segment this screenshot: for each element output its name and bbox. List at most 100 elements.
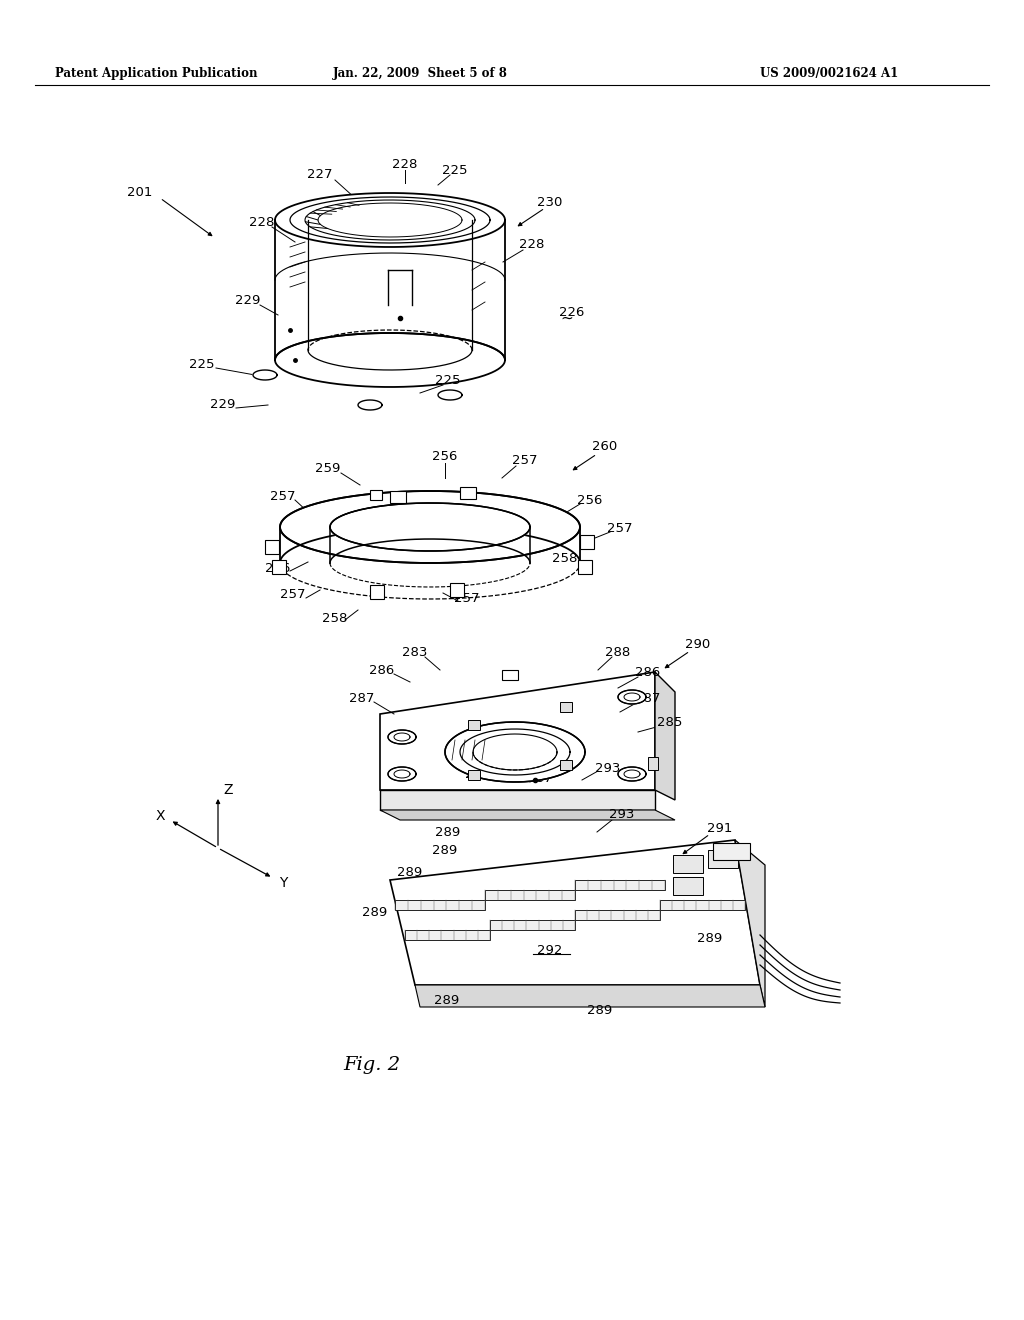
Text: 289: 289 [432,843,458,857]
Polygon shape [370,585,384,599]
Text: 226: 226 [559,306,585,319]
Polygon shape [275,333,505,387]
Text: 285: 285 [657,715,683,729]
Polygon shape [253,370,278,380]
Polygon shape [468,719,480,730]
Polygon shape [648,756,658,770]
Polygon shape [618,690,646,704]
Text: Y: Y [279,876,287,890]
Text: 228: 228 [249,215,274,228]
Text: 258: 258 [323,611,348,624]
Text: 286: 286 [635,665,660,678]
Polygon shape [468,770,480,780]
Polygon shape [580,535,594,549]
Polygon shape [660,900,745,909]
Polygon shape [655,672,675,800]
Polygon shape [380,672,655,789]
Text: 225: 225 [442,164,468,177]
Polygon shape [330,503,530,550]
Polygon shape [708,850,738,869]
Polygon shape [370,490,382,500]
Polygon shape [575,880,665,890]
Polygon shape [272,560,286,574]
Polygon shape [485,890,575,900]
Text: 225: 225 [435,374,461,387]
Polygon shape [406,931,490,940]
Text: 257: 257 [270,490,296,503]
Text: 292: 292 [538,944,562,957]
Text: Patent Application Publication: Patent Application Publication [55,66,257,79]
Text: 289: 289 [435,825,461,838]
Polygon shape [445,722,585,781]
Polygon shape [395,900,485,909]
Polygon shape [388,767,416,781]
Text: 289: 289 [397,866,423,879]
Text: 257: 257 [512,454,538,466]
Text: 259: 259 [315,462,341,474]
Polygon shape [578,560,592,574]
Polygon shape [673,876,703,895]
Polygon shape [560,760,572,770]
Text: 290: 290 [685,639,711,652]
Polygon shape [265,540,279,554]
Text: 286: 286 [370,664,394,676]
Text: 229: 229 [236,293,261,306]
Polygon shape [380,789,655,810]
Text: 260: 260 [592,441,617,454]
Text: 228: 228 [392,158,418,172]
Polygon shape [618,767,646,781]
Polygon shape [713,843,750,861]
Text: 287: 287 [527,772,553,785]
Text: 256: 256 [265,561,291,574]
Text: 257: 257 [607,521,633,535]
Text: 258: 258 [387,532,413,544]
Polygon shape [380,810,675,820]
Text: 258: 258 [552,552,578,565]
Text: X: X [156,809,165,822]
Text: 288: 288 [605,645,631,659]
Text: 227: 227 [307,169,333,181]
Polygon shape [735,840,765,1007]
Polygon shape [388,730,416,744]
Polygon shape [358,400,382,411]
Text: Jan. 22, 2009  Sheet 5 of 8: Jan. 22, 2009 Sheet 5 of 8 [333,66,508,79]
Polygon shape [560,702,572,711]
Text: 225: 225 [189,359,215,371]
Text: 201: 201 [127,186,153,198]
Text: 287: 287 [349,692,375,705]
Text: 289: 289 [434,994,460,1006]
Text: 284: 284 [552,759,578,771]
Polygon shape [575,909,660,920]
Text: 256: 256 [578,494,603,507]
Text: 289: 289 [588,1003,612,1016]
Polygon shape [390,840,760,985]
Text: 287: 287 [635,692,660,705]
Text: US 2009/0021624 A1: US 2009/0021624 A1 [760,66,898,79]
Polygon shape [415,985,765,1007]
Polygon shape [438,389,462,400]
Text: 230: 230 [538,195,562,209]
Text: Z: Z [223,783,232,797]
Text: 289: 289 [697,932,723,945]
Text: 229: 229 [210,399,236,412]
Polygon shape [280,491,580,564]
Text: 283: 283 [402,645,428,659]
Polygon shape [490,920,575,931]
Text: 257: 257 [455,591,480,605]
Polygon shape [673,855,703,873]
Text: 289: 289 [362,906,388,919]
Polygon shape [390,491,406,503]
Text: 291: 291 [708,821,733,834]
Text: 286: 286 [465,767,490,780]
Text: ~: ~ [560,310,572,326]
Text: 293: 293 [609,808,635,821]
Text: 228: 228 [519,239,545,252]
Polygon shape [502,671,518,680]
Polygon shape [460,487,476,499]
Text: 257: 257 [281,589,306,602]
Text: 256: 256 [432,450,458,463]
Text: Fig. 2: Fig. 2 [343,1056,400,1074]
Polygon shape [450,583,464,597]
Polygon shape [275,193,505,247]
Text: 293: 293 [595,762,621,775]
